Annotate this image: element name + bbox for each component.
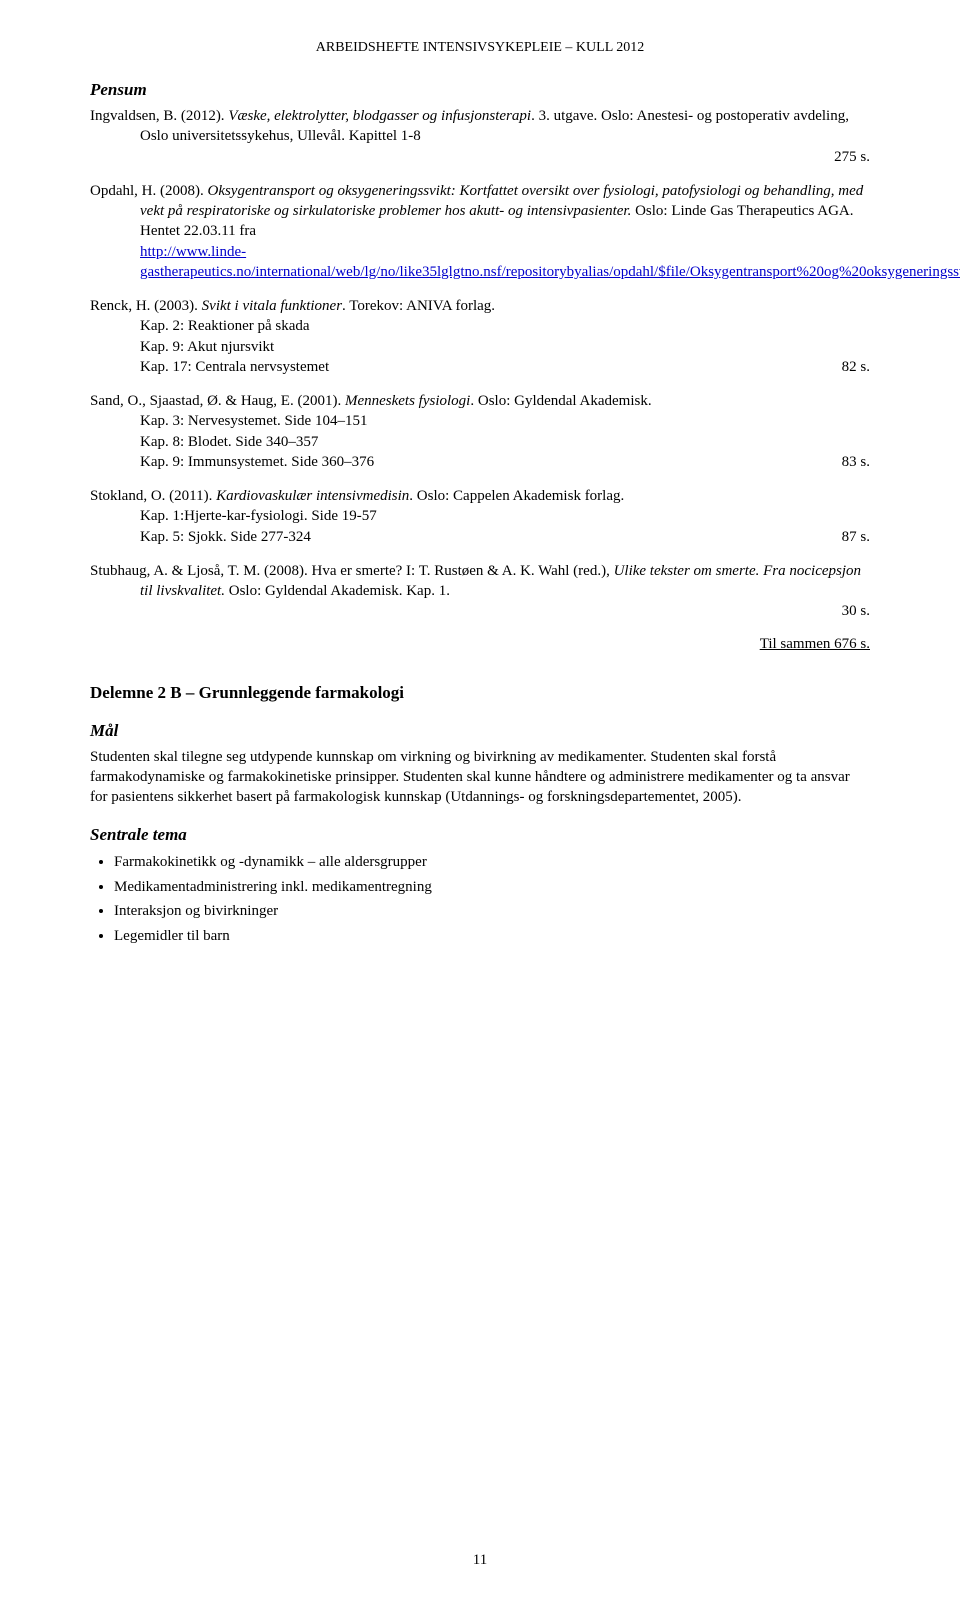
ref5-text: Stokland, O. (2011). (90, 488, 216, 504)
ref3-kap9: Kap. 9: Akut njursvikt (90, 337, 870, 357)
ref5-kap1: Kap. 1:Hjerte-kar-fysiologi. Side 19-57 (90, 506, 870, 526)
ref4-text: Sand, O., Sjaastad, Ø. & Haug, E. (2001)… (90, 393, 345, 409)
ref1-italic: Væske, elektrolytter, blodgasser og infu… (228, 108, 531, 124)
ref4-kap8: Kap. 8: Blodet. Side 340–357 (90, 432, 870, 452)
ref3-text-b: . Torekov: ANIVA forlag. (342, 298, 495, 314)
ref3-italic: Svikt i vitala funktioner (202, 298, 342, 314)
list-item: Legemidler til barn (114, 925, 870, 948)
reference-1: Ingvaldsen, B. (2012). Væske, elektrolyt… (90, 106, 870, 167)
ref5-pages: 87 s. (822, 527, 870, 547)
ref4-italic: Menneskets fysiologi (345, 393, 470, 409)
ref6-text: Stubhaug, A. & Ljoså, T. M. (2008). Hva … (90, 563, 614, 579)
delemne-title: Delemne 2 B – Grunnleggende farmakologi (90, 683, 870, 703)
reference-3: Renck, H. (2003). Svikt i vitala funktio… (90, 296, 870, 377)
page-number: 11 (0, 1552, 960, 1569)
sentrale-title: Sentrale tema (90, 825, 870, 845)
ref1-text-b: . 3. utgave. Oslo: (531, 108, 634, 124)
reference-6: Stubhaug, A. & Ljoså, T. M. (2008). Hva … (90, 561, 870, 622)
reference-5: Stokland, O. (2011). Kardiovaskulær inte… (90, 486, 870, 547)
reference-2: Opdahl, H. (2008). Oksygentransport og o… (90, 181, 870, 282)
page-header: ARBEIDSHEFTE INTENSIVSYKEPLEIE – KULL 20… (90, 40, 870, 56)
list-item: Farmakokinetikk og -dynamikk – alle alde… (114, 851, 870, 874)
ref6-pages: 30 s. (90, 601, 870, 621)
ref1-text: Ingvaldsen, B. (2012). (90, 108, 228, 124)
reference-4: Sand, O., Sjaastad, Ø. & Haug, E. (2001)… (90, 391, 870, 472)
ref4-pages: 83 s. (822, 452, 870, 472)
ref5-text-b: . Oslo: Cappelen Akademisk forlag. (409, 488, 624, 504)
mal-title: Mål (90, 721, 870, 741)
total-pages: Til sammen 676 s. (90, 636, 870, 653)
list-item: Medikamentadministrering inkl. medikamen… (114, 876, 870, 899)
ref3-kap2: Kap. 2: Reaktioner på skada (90, 316, 870, 336)
ref3-pages: 82 s. (822, 357, 870, 377)
ref4-kap9: Kap. 9: Immunsystemet. Side 360–376 (140, 452, 822, 472)
ref1-pages: 275 s. (90, 147, 870, 167)
ref4-kap3: Kap. 3: Nervesystemet. Side 104–151 (90, 411, 870, 431)
ref4-text-b: . Oslo: Gyldendal Akademisk. (470, 393, 651, 409)
ref5-italic: Kardiovaskulær intensivmedisin (216, 488, 409, 504)
ref2-text: Opdahl, H. (2008). (90, 183, 207, 199)
pensum-title: Pensum (90, 80, 870, 100)
ref3-kap17: Kap. 17: Centrala nervsystemet (140, 357, 822, 377)
ref6-text2: Oslo: Gyldendal Akademisk. Kap. 1. (225, 583, 450, 599)
ref2-link[interactable]: http://www.linde-gastherapeutics.no/inte… (140, 244, 960, 280)
list-item: Interaksjon og bivirkninger (114, 900, 870, 923)
ref5-kap5: Kap. 5: Sjokk. Side 277-324 (140, 527, 822, 547)
bullet-list: Farmakokinetikk og -dynamikk – alle alde… (90, 851, 870, 947)
mal-text: Studenten skal tilegne seg utdypende kun… (90, 747, 870, 808)
ref3-text: Renck, H. (2003). (90, 298, 202, 314)
